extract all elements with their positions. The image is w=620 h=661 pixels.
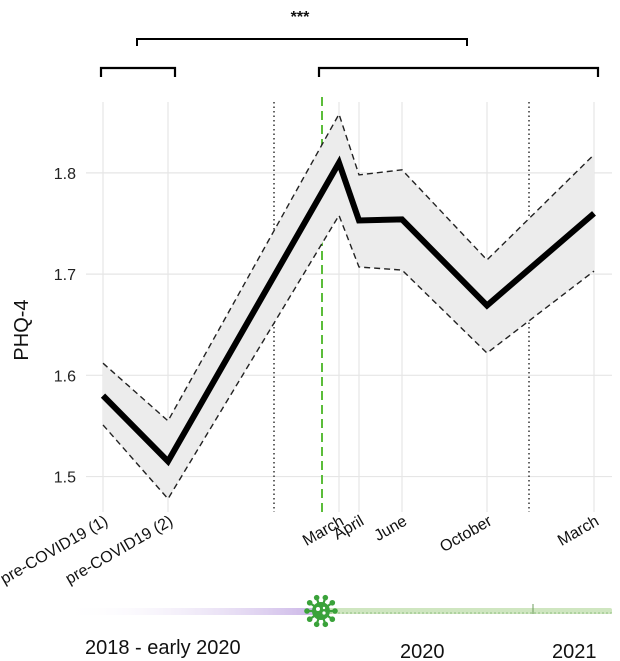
y-tick-label-0: 1.5 [54, 470, 76, 487]
virus-spike-tip-6 [306, 599, 313, 606]
virus-dot-3 [322, 606, 326, 610]
x-tick-label-4: June [371, 513, 410, 545]
bracket-post [317, 66, 600, 77]
virus-spike-tip-9 [329, 599, 336, 606]
virus-dot-2 [322, 611, 326, 615]
virus-spike-tip-1 [329, 616, 336, 623]
y-tick-label-3: 1.8 [54, 166, 76, 183]
timeline-pre-bar [60, 608, 322, 615]
y-axis-ticks: 1.5 1.6 1.7 1.8 [54, 166, 76, 487]
ci-upper-line [102, 112, 595, 422]
period-label-2021: 2021 [552, 641, 597, 661]
ci-lower-line [102, 213, 595, 501]
series [100, 155, 596, 467]
virus-spike-tip-3 [313, 621, 320, 628]
virus-spike-tip-2 [322, 621, 329, 628]
x-tick-label-0: pre-COVID19 (1) [0, 513, 111, 588]
x-tick-label-5: October [437, 512, 495, 556]
period-label-2020: 2020 [400, 641, 445, 661]
bracket-pre [99, 66, 177, 77]
y-axis-title: PHQ-4 [11, 299, 33, 360]
virus-spike-tip-8 [322, 594, 329, 601]
x-tick-label-1: pre-COVID19 (2) [63, 513, 176, 588]
y-tick-label-1: 1.6 [54, 368, 76, 385]
virus-spike-tip-7 [313, 594, 320, 601]
x-axis-labels: pre-COVID19 (1)pre-COVID19 (2) MarchApril… [0, 512, 602, 588]
x-tick-label-6: March [555, 513, 602, 550]
timeline [60, 594, 612, 628]
virus-dot-1 [316, 607, 320, 611]
significance-label: *** [291, 9, 310, 26]
virus-spike-tip-5 [304, 608, 310, 614]
virus-icon [304, 594, 338, 628]
virus-spike-tip-0 [332, 608, 338, 614]
bracket-comparison [136, 38, 468, 46]
vertical-markers [273, 97, 530, 512]
significance-brackets [99, 38, 600, 77]
virus-body [312, 602, 330, 620]
period-label-pre: 2018 - early 2020 [85, 637, 241, 659]
y-tick-label-2: 1.7 [54, 267, 76, 284]
confidence-band [102, 112, 595, 501]
virus-spike-tip-4 [306, 616, 313, 623]
